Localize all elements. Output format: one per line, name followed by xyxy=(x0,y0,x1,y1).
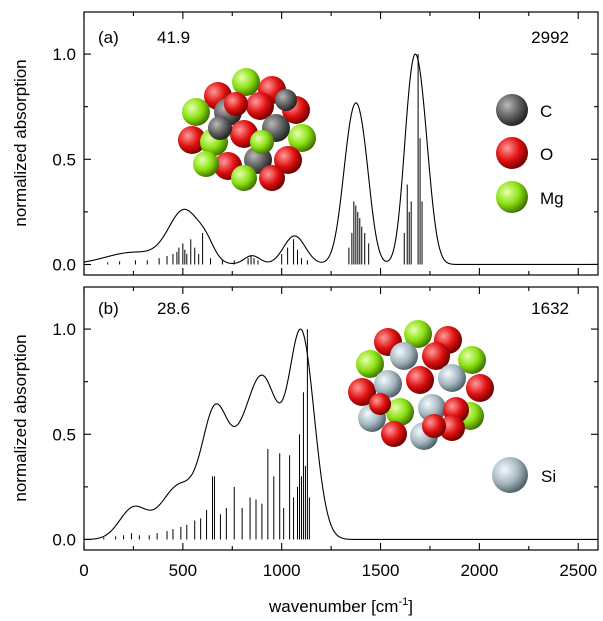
panel-a-ylabel: normalized absorption xyxy=(11,59,30,226)
legend-item-o: O xyxy=(496,137,553,169)
silicon-atom-icon xyxy=(492,457,528,493)
x-tick-labels: 0 500 1000 1500 2000 2500 xyxy=(79,561,597,580)
x-tick-label: 0 xyxy=(79,561,88,580)
legend-label-o: O xyxy=(540,145,553,164)
y-tick-label: 0.5 xyxy=(52,150,76,169)
legend-item-c: C xyxy=(496,94,552,126)
legend-label-si: Si xyxy=(541,467,556,486)
panel-b-ytick-labels: 0.0 0.5 1.0 xyxy=(52,320,76,549)
x-tick-label: 1500 xyxy=(362,561,400,580)
legend-a: C O Mg xyxy=(496,94,564,213)
oxygen-atom-icon xyxy=(496,137,528,169)
x-tick-label: 2000 xyxy=(460,561,498,580)
panel-a-annotation-left: 41.9 xyxy=(157,28,190,47)
panel-b-annotation-left: 28.6 xyxy=(157,299,190,318)
legend-b: Si xyxy=(492,457,556,493)
panel-b: 0.00.51.0 0 500 1000 1500 2000 2500 (b) 28.6 … xyxy=(11,286,599,616)
x-tick-label: 500 xyxy=(169,561,197,580)
panel-b-ticks xyxy=(83,287,598,550)
y-tick-label: 0.5 xyxy=(52,425,76,444)
y-tick-label: 1.0 xyxy=(52,45,76,64)
y-tick-label: 0.0 xyxy=(52,530,76,549)
panel-a-label: (a) xyxy=(98,28,119,47)
x-axis-label-tail: ] xyxy=(408,597,413,616)
panel-b-frame xyxy=(83,286,599,551)
panel-a-curve xyxy=(84,53,598,266)
legend-item-mg: Mg xyxy=(496,181,564,213)
y-tick-label: 0.0 xyxy=(52,255,76,274)
panel-b-curve xyxy=(84,328,598,541)
panel-a-frame xyxy=(83,11,599,276)
legend-label-mg: Mg xyxy=(540,189,564,208)
panel-a-ytick-labels: 0.0 0.5 1.0 xyxy=(52,45,76,274)
legend-item-si: Si xyxy=(492,457,556,493)
panel-a-annotation-right: 2992 xyxy=(531,28,569,47)
carbon-atom-icon xyxy=(496,94,528,126)
x-tick-label: 2500 xyxy=(559,561,597,580)
panel-b-annotation-right: 1632 xyxy=(531,299,569,318)
x-tick-label: 1000 xyxy=(263,561,301,580)
x-axis-label: wavenumber [cm-1] xyxy=(268,596,413,616)
panel-a-sticks xyxy=(107,54,423,265)
x-axis-label-superscript: -1 xyxy=(398,596,408,608)
molecule-b-image xyxy=(348,320,494,450)
y-tick-label: 1.0 xyxy=(52,320,76,339)
molecule-a-image xyxy=(178,68,316,191)
magnesium-atom-icon xyxy=(496,181,528,213)
panel-b-ylabel: normalized absorption xyxy=(11,334,30,501)
legend-label-c: C xyxy=(540,102,552,121)
panel-b-label: (b) xyxy=(98,299,119,318)
panel-b-sticks xyxy=(103,329,310,540)
panel-a: 0.0 0.5 1.0 (a) 41.9 2992 normalized absor… xyxy=(11,11,599,276)
x-axis-label-main: wavenumber [cm xyxy=(268,597,398,616)
